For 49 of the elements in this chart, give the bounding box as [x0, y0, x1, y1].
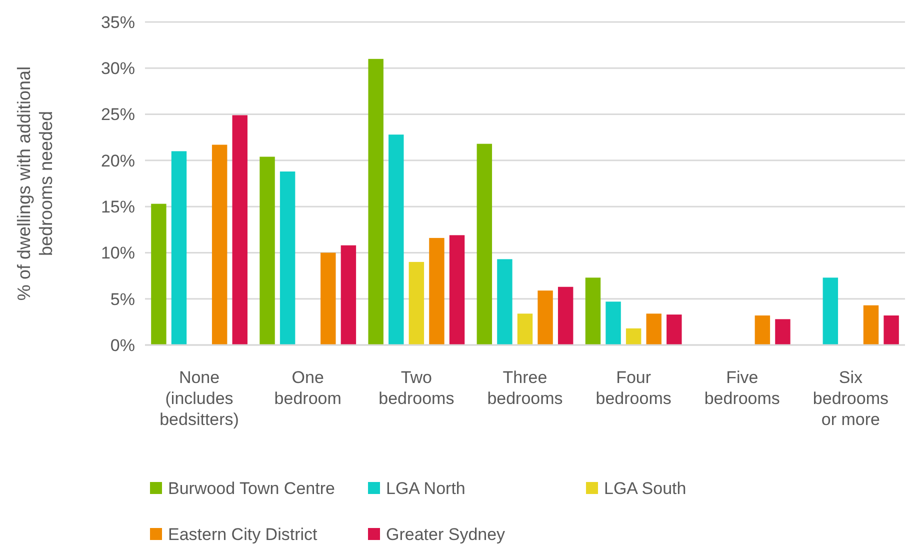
bar: [280, 172, 296, 345]
bar: [585, 278, 601, 345]
bar: [429, 238, 444, 345]
x-tick-label: Six bedrooms or more: [812, 368, 889, 429]
y-tick-label: 25%: [100, 105, 135, 124]
bar: [822, 278, 838, 345]
bar: [408, 262, 424, 345]
x-tick-label: Three bedrooms: [487, 368, 563, 408]
legend-label: LGA South: [604, 478, 686, 498]
legend-label: LGA North: [386, 478, 466, 498]
bar: [320, 252, 336, 345]
x-tick-label: One bedroom: [274, 368, 342, 408]
y-tick-label: 30%: [100, 59, 135, 78]
y-tick-label: 15%: [100, 198, 135, 217]
bar: [775, 319, 790, 345]
y-tick-label: 20%: [100, 151, 135, 170]
y-tick-label: 10%: [100, 244, 135, 263]
x-tick-label: Five bedrooms: [704, 368, 780, 408]
bar: [606, 302, 621, 345]
bar: [863, 305, 879, 345]
y-tick-label: 5%: [110, 290, 135, 309]
bar: [666, 314, 682, 345]
bar: [558, 286, 574, 345]
y-tick-label: 0%: [110, 336, 135, 355]
bar: [626, 328, 642, 345]
bar: [476, 144, 492, 345]
bar: [340, 245, 356, 345]
bar: [171, 151, 187, 345]
bar: [212, 144, 228, 345]
bar: [646, 314, 662, 345]
bar: [260, 156, 275, 345]
bar: [232, 115, 248, 345]
x-tick-label: Four bedrooms: [596, 368, 672, 408]
bar: [497, 259, 512, 345]
legend-label: Eastern City District: [168, 524, 318, 544]
x-tick-label: Two bedrooms: [378, 368, 454, 408]
bar: [754, 315, 770, 345]
legend-label: Burwood Town Centre: [168, 478, 335, 498]
bar: [449, 235, 465, 345]
legend-label: Greater Sydney: [386, 524, 506, 544]
x-tick-label: None (includes bedsitters): [160, 368, 239, 429]
bar: [517, 314, 533, 345]
bar: [151, 204, 166, 345]
y-axis-title: % of dwellings with additional bedrooms needed: [14, 66, 56, 301]
bar: [884, 315, 899, 345]
y-tick-label: 35%: [100, 12, 135, 32]
bar: [538, 290, 553, 345]
bar: [368, 58, 384, 345]
bar: [388, 134, 404, 345]
